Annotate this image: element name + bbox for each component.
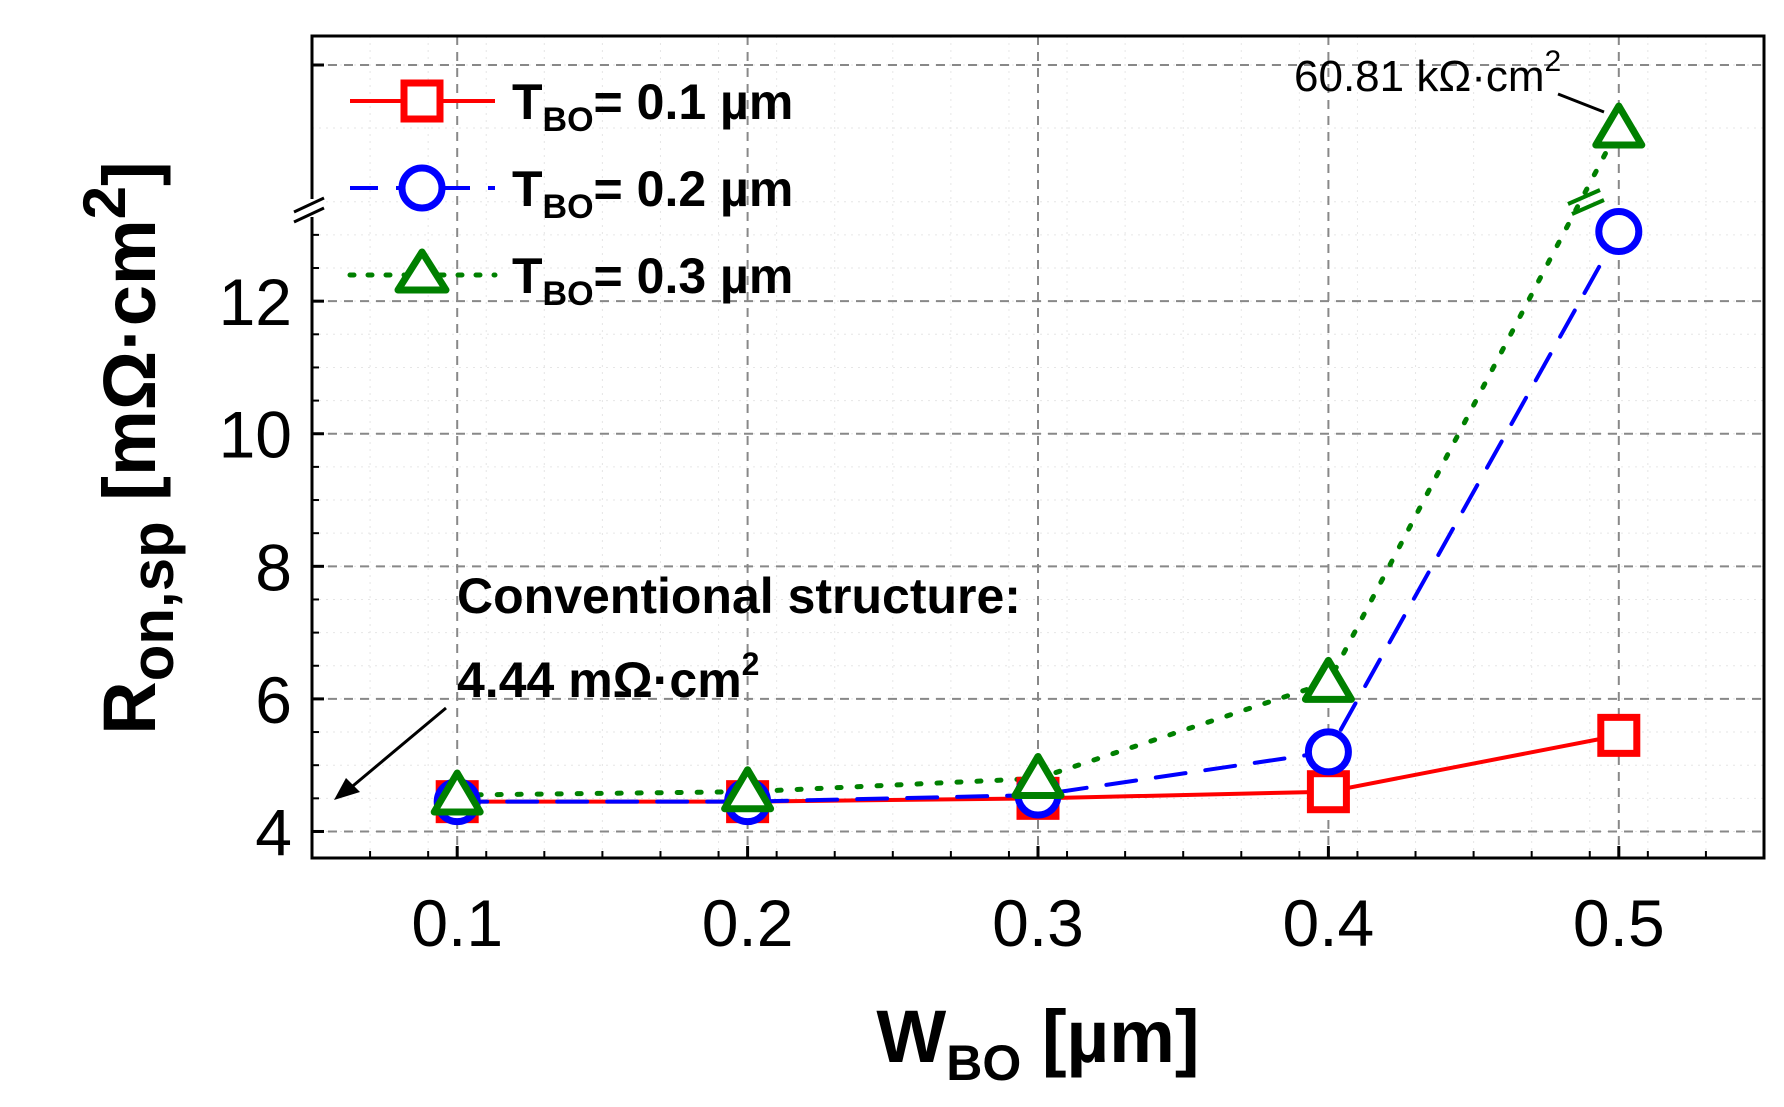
axis-break-gap [300, 199, 324, 217]
x-tick-label: 0.2 [702, 886, 794, 960]
grid [311, 36, 1765, 858]
break-point-value: 60.81 kΩ·cm2 [1294, 45, 1561, 101]
data-point-triangle [721, 766, 775, 813]
conventional-arrow-head [334, 778, 360, 800]
axis-break-mark [293, 206, 325, 224]
legend-square-marker [400, 79, 444, 123]
x-axis-title: WBO [µm] [876, 995, 1199, 1091]
legend-item: TBO= 0.3 µm [347, 248, 793, 313]
line-break-mark [1567, 188, 1601, 206]
y-axis-title: Ron,sp [mΩ·cm2] [71, 161, 186, 734]
data-point-triangle [430, 769, 484, 816]
conventional-structure-label: Conventional structure: [457, 568, 1021, 624]
axis-break-mark [293, 196, 325, 214]
plot-frame [310, 34, 1766, 860]
legend-label: TBO= 0.3 µm [512, 248, 793, 313]
break-point-pointer [1557, 92, 1605, 114]
data-point-triangle [1592, 102, 1646, 149]
data-point-circle [1595, 208, 1643, 256]
conventional-structure-value: 4.44 mΩ·cm2 [457, 646, 759, 708]
legend: TBO= 0.1 µm TBO= 0.2 µm TBO= 0.3 µm [347, 74, 793, 313]
line-break-mark [1571, 198, 1605, 216]
axis-break-marks [293, 188, 1605, 224]
legend-label: TBO= 0.1 µm [512, 74, 793, 139]
data-point-circle [1304, 728, 1352, 776]
conventional-arrow [347, 706, 447, 792]
data-point-triangle [1301, 656, 1355, 703]
data-point-square [1597, 713, 1641, 757]
x-tick-label: 0.4 [1283, 886, 1375, 960]
x-tick-label: 0.5 [1573, 886, 1665, 960]
legend-item: TBO= 0.1 µm [350, 74, 793, 139]
series-layer [430, 102, 1646, 826]
legend-triangle-marker [394, 248, 450, 294]
y-tick-label: 12 [219, 265, 292, 339]
x-tick-label: 0.1 [411, 886, 503, 960]
y-tick-label: 8 [255, 530, 292, 604]
ticks: 0.1 0.2 0.3 0.4 0.5 4 6 8 10 12 [219, 63, 1765, 960]
legend-item: TBO= 0.2 µm [350, 161, 793, 226]
legend-circle-marker [398, 164, 446, 212]
y-tick-label: 4 [255, 795, 292, 869]
legend-label: TBO= 0.2 µm [512, 161, 793, 226]
y-tick-label: 6 [255, 663, 292, 737]
x-tick-label: 0.3 [992, 886, 1084, 960]
data-point-triangle [1011, 752, 1065, 799]
y-tick-label: 10 [219, 398, 292, 472]
data-point-square [1306, 770, 1350, 814]
